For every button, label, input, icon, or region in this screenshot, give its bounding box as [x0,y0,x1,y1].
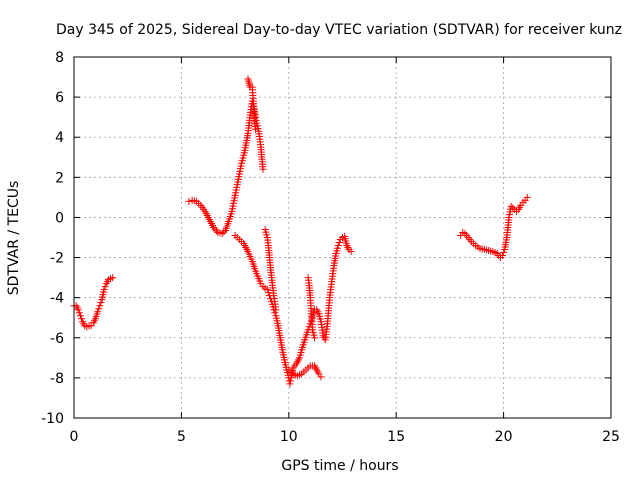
arc-1-point [100,286,108,294]
arc-2-mark [211,225,219,233]
arc-2-point [259,165,267,173]
y-tick-label: -4 [50,291,64,307]
arc-2-mark [220,228,228,236]
arc-3-mark [335,239,343,247]
y-tick-label: 6 [55,90,64,106]
y-tick-label: -10 [41,411,64,427]
arc-2-spike-point [252,125,260,133]
chart-title: Day 345 of 2025, Sidereal Day-to-day VTE… [56,22,622,38]
arc-1-mark [101,283,109,291]
arc-3-point [347,248,355,256]
x-tick-label: 20 [495,429,513,445]
arc-3-low-point [317,373,325,381]
plot-frame [73,56,612,419]
arc-3-point [263,286,271,294]
arc-4-mark [509,204,517,212]
arc-3-point [334,242,342,250]
y-tick-label: -8 [50,371,64,387]
arc-1-mark [75,309,83,317]
arc-3-point [286,380,294,388]
x-tick-label: 25 [602,429,620,445]
arc-4-point [507,202,515,210]
arc-1-point [74,306,82,314]
arc-1-point [96,302,104,310]
arc-1-mark [97,299,105,307]
x-tick-label: 15 [387,429,405,445]
x-axis-label: GPS time / hours [281,458,398,474]
arc-2-mark [212,227,220,235]
arc-4-mark [500,249,508,257]
arc-3-rise-point [311,334,319,342]
arc-3-mark [286,377,294,385]
arc-4-point [499,252,507,260]
y-tick-label: 2 [55,170,64,186]
arc-4-point [523,193,531,201]
arc-1-point [76,312,84,320]
y-tick-label: 8 [55,50,64,66]
y-axis-label: SDTVAR / TECUs [6,181,22,296]
x-tick-label: 10 [280,429,298,445]
y-tick-label: -2 [50,251,64,267]
y-tick-label: -6 [50,331,64,347]
arc-2-point [218,229,226,237]
arc-2-point [185,197,193,205]
x-tick-label: 0 [70,429,79,445]
y-tick-label: 0 [55,210,64,226]
arc-3-branch-point [272,306,280,314]
arc-3-mark [271,309,279,317]
x-tick-label: 5 [177,429,186,445]
arc-1-point [109,274,117,282]
tick-layer: 0 5 10 15 20 25 -10 -8 -6 -4 -2 0 2 4 6 8 [41,50,620,445]
arc-1-mark [78,315,86,323]
arc-2-point [210,223,218,231]
arc-1-point [94,308,102,316]
y-tick-label: 4 [55,130,64,146]
arc-1-mark [95,305,103,313]
data-marks [70,75,531,388]
